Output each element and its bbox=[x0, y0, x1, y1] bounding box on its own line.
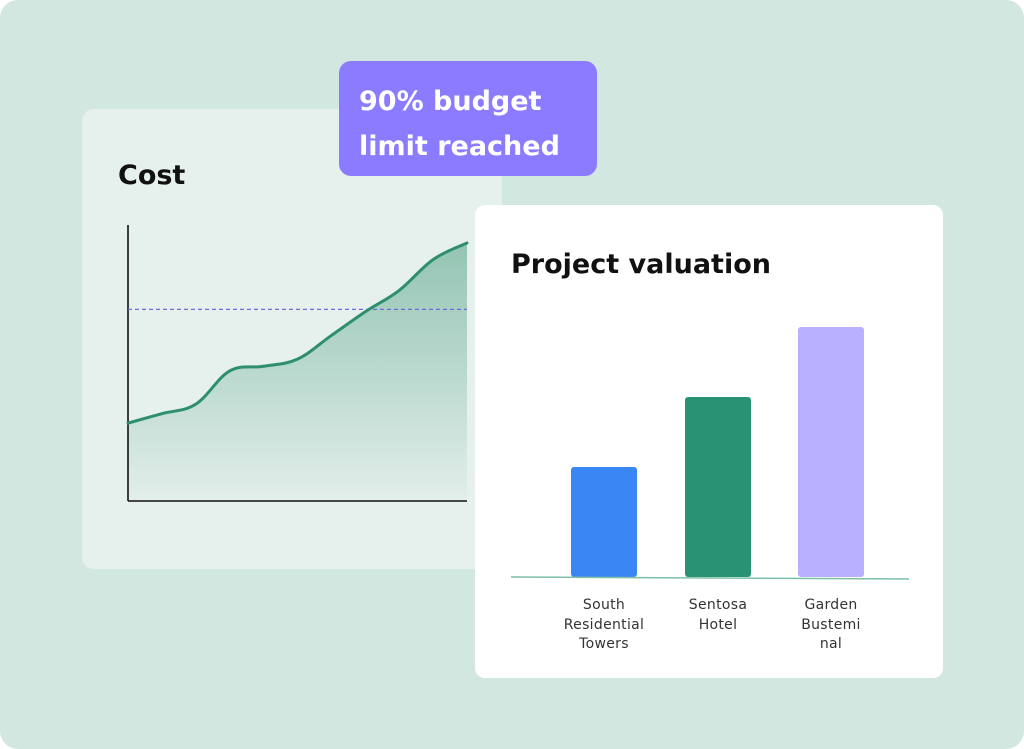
valuation-bar-2 bbox=[685, 397, 751, 577]
valuation-category-label: Sentosa Hotel bbox=[663, 596, 773, 635]
valuation-category-label-line: Sentosa bbox=[688, 597, 748, 613]
valuation-card: Project valuation South Residential Towers… bbox=[475, 205, 943, 678]
valuation-category-label: Garden Bustemi nal bbox=[776, 596, 886, 655]
valuation-category-label-line: Bustemi bbox=[801, 616, 861, 633]
cost-series-line bbox=[126, 241, 469, 425]
valuation-bar-3 bbox=[798, 327, 864, 577]
valuation-category-label: South Residential Towers bbox=[549, 596, 659, 655]
valuation-category-label-line: Towers bbox=[579, 636, 629, 652]
valuation-category-label-line: South bbox=[582, 597, 626, 613]
valuation-chart-title: Project valuation bbox=[511, 249, 771, 280]
valuation-category-label-line: Garden bbox=[804, 597, 858, 613]
budget-alert-line-2: limit reached bbox=[359, 131, 560, 162]
valuation-baseline bbox=[510, 576, 910, 580]
cost-chart-title: Cost bbox=[118, 160, 186, 191]
valuation-chart bbox=[510, 327, 910, 580]
budget-alert-badge: 90% budget limit reached bbox=[339, 61, 597, 176]
valuation-category-label-line: Residential bbox=[563, 616, 645, 633]
cost-area-fill bbox=[128, 243, 467, 501]
valuation-bar-1 bbox=[571, 467, 637, 577]
budget-alert-line-1: 90% budget bbox=[359, 86, 542, 117]
valuation-category-label-line: nal bbox=[819, 636, 843, 652]
valuation-category-label-line: Hotel bbox=[698, 616, 738, 633]
